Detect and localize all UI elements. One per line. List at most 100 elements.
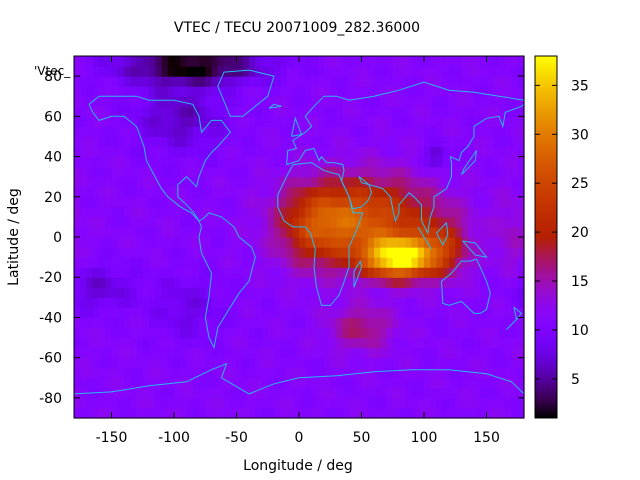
heatmap-cell — [142, 327, 150, 339]
heatmap-cell — [367, 257, 375, 268]
heatmap-cell — [242, 186, 250, 198]
heatmap-cell — [361, 287, 369, 298]
heatmap-cell — [299, 186, 306, 198]
heatmap-cell — [292, 297, 300, 308]
heatmap-cell — [386, 126, 394, 138]
heatmap-cell — [361, 267, 369, 278]
heatmap-cell — [92, 377, 100, 389]
heatmap-cell — [449, 327, 456, 339]
heatmap-cell — [249, 237, 256, 248]
heatmap-cell — [280, 367, 288, 379]
heatmap-cell — [349, 146, 356, 158]
heatmap-cell — [274, 216, 281, 228]
heatmap-cell — [455, 377, 463, 389]
heatmap-cell — [255, 116, 263, 127]
heatmap-cells — [74, 56, 525, 419]
heatmap-cell — [499, 287, 506, 298]
heatmap-cell — [511, 397, 519, 409]
heatmap-cell — [367, 126, 375, 138]
heatmap-cell — [499, 216, 506, 228]
heatmap-cell — [424, 136, 431, 148]
heatmap-cell — [517, 66, 525, 77]
heatmap-cell — [105, 287, 113, 298]
heatmap-cell — [486, 377, 494, 389]
heatmap-cell — [230, 196, 238, 208]
heatmap-cell — [255, 206, 263, 218]
heatmap-cell — [411, 307, 419, 319]
heatmap-cell — [186, 126, 194, 138]
heatmap-cell — [80, 56, 88, 67]
heatmap-cell — [92, 237, 100, 248]
heatmap-cell — [424, 196, 431, 208]
heatmap-cell — [155, 367, 163, 379]
heatmap-cell — [467, 247, 475, 258]
heatmap-cell — [380, 347, 388, 359]
heatmap-cell — [417, 146, 425, 158]
heatmap-cell — [217, 96, 225, 107]
heatmap-cell — [111, 287, 119, 298]
heatmap-cell — [180, 146, 188, 158]
y-tick-label: -40 — [39, 310, 62, 326]
heatmap-cell — [167, 247, 175, 258]
heatmap-cell — [230, 247, 238, 258]
heatmap-cell — [392, 186, 400, 198]
heatmap-cell — [374, 116, 381, 127]
heatmap-cell — [349, 327, 356, 339]
heatmap-cell — [311, 377, 319, 389]
heatmap-cell — [124, 206, 131, 218]
heatmap-cell — [117, 317, 125, 329]
heatmap-cell — [161, 76, 169, 87]
heatmap-cell — [211, 76, 219, 87]
heatmap-cell — [149, 216, 156, 228]
heatmap-cell — [142, 176, 150, 188]
heatmap-cell — [417, 96, 425, 107]
heatmap-cell — [474, 277, 481, 288]
heatmap-cell — [511, 56, 519, 67]
heatmap-cell — [111, 66, 119, 77]
heatmap-cell — [436, 367, 444, 379]
heatmap-cell — [205, 66, 213, 77]
heatmap-cell — [311, 307, 319, 319]
heatmap-cell — [124, 76, 131, 87]
heatmap-cell — [236, 267, 244, 278]
heatmap-cell — [405, 407, 413, 419]
heatmap-cell — [224, 56, 231, 67]
heatmap-cell — [167, 317, 175, 329]
heatmap-cell — [292, 126, 300, 138]
heatmap-cell — [186, 297, 194, 308]
heatmap-cell — [467, 267, 475, 278]
heatmap-cell — [211, 247, 219, 258]
heatmap-cell — [267, 397, 275, 409]
heatmap-cell — [111, 56, 119, 67]
heatmap-cell — [336, 96, 344, 107]
heatmap-cell — [124, 307, 131, 319]
heatmap-cell — [417, 116, 425, 127]
heatmap-cell — [217, 66, 225, 77]
heatmap-cell — [336, 176, 344, 188]
heatmap-cell — [480, 287, 488, 298]
heatmap-cell — [205, 307, 213, 319]
heatmap-cell — [430, 277, 438, 288]
heatmap-cell — [442, 237, 450, 248]
heatmap-cell — [224, 116, 231, 127]
heatmap-cell — [442, 176, 450, 188]
heatmap-cell — [511, 387, 519, 399]
heatmap-cell — [236, 307, 244, 319]
heatmap-cell — [299, 307, 306, 319]
heatmap-cell — [411, 156, 419, 168]
heatmap-cell — [274, 357, 281, 369]
heatmap-cell — [117, 66, 125, 77]
heatmap-cell — [486, 317, 494, 329]
heatmap-cell — [330, 86, 338, 97]
heatmap-cell — [74, 287, 81, 298]
heatmap-cell — [249, 307, 256, 319]
heatmap-cell — [474, 176, 481, 188]
heatmap-cell — [474, 347, 481, 359]
heatmap-cell — [324, 76, 331, 87]
heatmap-cell — [105, 257, 113, 268]
heatmap-cell — [417, 347, 425, 359]
heatmap-cell — [92, 407, 100, 419]
heatmap-cell — [192, 86, 200, 97]
heatmap-cell — [80, 307, 88, 319]
